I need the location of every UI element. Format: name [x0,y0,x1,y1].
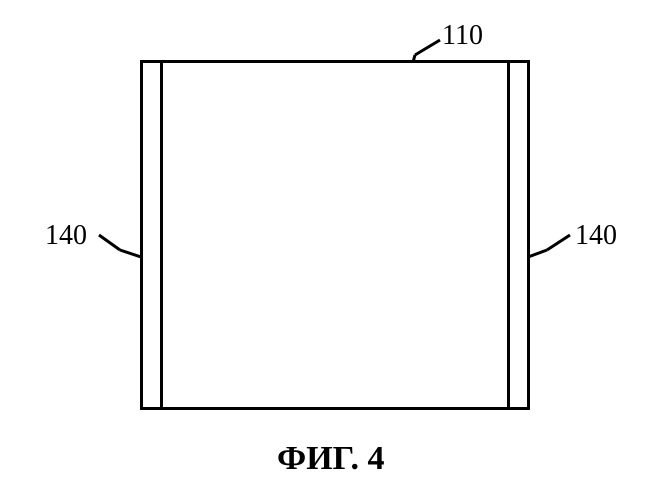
inner-rectangle-110 [160,60,510,410]
figure-caption: ФИГ. 4 [277,440,384,478]
figure-diagram: 110 140 140 ФИГ. 4 [0,0,662,500]
label-140-right: 140 [575,220,617,252]
label-140-left: 140 [45,220,87,252]
leader-140-right-horiz [547,235,570,250]
label-110: 110 [442,20,483,52]
leader-140-left-horiz [99,235,120,250]
leader-110-horiz [415,40,440,55]
